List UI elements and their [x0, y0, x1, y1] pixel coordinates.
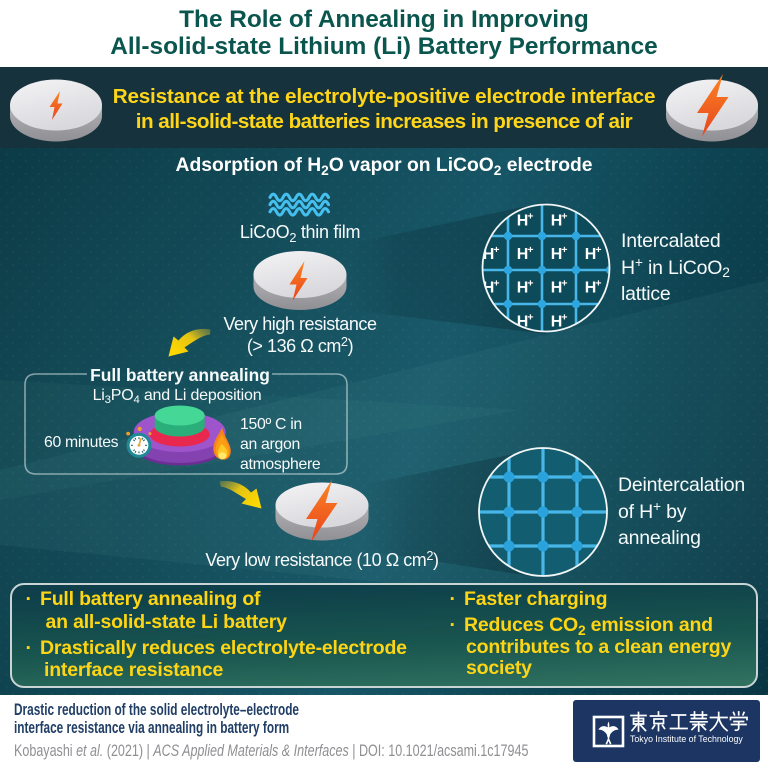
svg-text:+: + — [595, 278, 601, 290]
svg-text:+: + — [561, 278, 567, 290]
svg-text:H: H — [585, 280, 597, 297]
svg-text:+: + — [561, 211, 567, 223]
svg-text:+: + — [595, 244, 601, 256]
svg-text:H: H — [517, 314, 529, 331]
svg-text:H: H — [551, 314, 563, 331]
svg-text:+: + — [527, 312, 533, 324]
svg-text:+: + — [561, 244, 567, 256]
svg-text:H: H — [483, 280, 495, 297]
svg-text:H: H — [517, 246, 529, 263]
svg-text:H: H — [551, 246, 563, 263]
svg-text:H: H — [551, 280, 563, 297]
svg-text:H: H — [483, 246, 495, 263]
svg-text:H: H — [517, 280, 529, 297]
svg-text:+: + — [493, 278, 499, 290]
svg-text:+: + — [561, 312, 567, 324]
svg-text:H: H — [551, 213, 563, 230]
svg-text:+: + — [527, 244, 533, 256]
svg-text:+: + — [493, 244, 499, 256]
svg-text:H: H — [585, 246, 597, 263]
svg-text:+: + — [527, 278, 533, 290]
svg-text:H: H — [517, 213, 529, 230]
svg-text:+: + — [527, 211, 533, 223]
